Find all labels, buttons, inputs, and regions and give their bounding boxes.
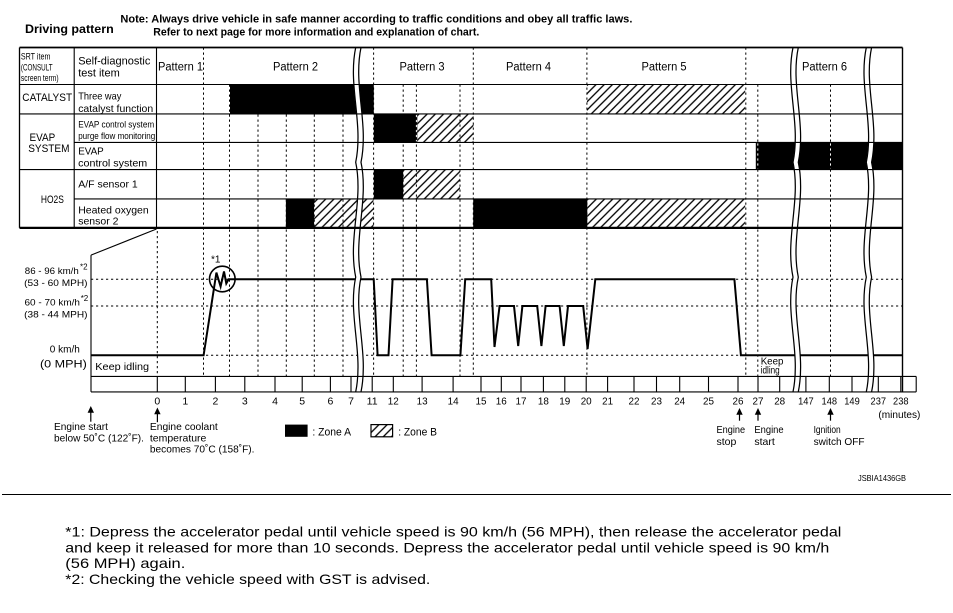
svg-text:HO2S: HO2S: [41, 194, 64, 206]
svg-text:19: 19: [559, 396, 570, 408]
svg-text:screen term): screen term): [21, 73, 59, 83]
svg-text:16: 16: [496, 396, 507, 408]
svg-text:Ignition: Ignition: [814, 424, 841, 436]
svg-text:purge flow monitoring: purge flow monitoring: [78, 131, 155, 141]
svg-text:SRT item: SRT item: [21, 52, 51, 62]
svg-text:0 km/h: 0 km/h: [50, 345, 80, 356]
svg-text:2: 2: [212, 396, 218, 408]
svg-text:: Zone A: : Zone A: [312, 426, 351, 438]
svg-text:Driving pattern: Driving pattern: [25, 24, 114, 36]
svg-text:12: 12: [388, 396, 399, 408]
svg-text:switch OFF: switch OFF: [814, 436, 865, 448]
svg-text:EVAP control system: EVAP control system: [78, 119, 154, 129]
svg-text:86 - 96 km/h: 86 - 96 km/h: [25, 266, 79, 277]
svg-text:14: 14: [448, 396, 459, 408]
svg-text:238: 238: [893, 396, 909, 408]
svg-text:Pattern 6: Pattern 6: [802, 62, 847, 74]
svg-text:149: 149: [844, 396, 860, 408]
svg-text:Engine coolant: Engine coolant: [150, 421, 218, 433]
svg-text:27: 27: [753, 396, 764, 408]
svg-text:1: 1: [182, 396, 188, 408]
svg-text:SYSTEM: SYSTEM: [28, 143, 69, 155]
svg-text:Note: Always drive vehicle in: Note: Always drive vehicle in safe manne…: [120, 14, 632, 26]
svg-text:*2: *2: [80, 262, 88, 271]
svg-text:6: 6: [327, 396, 333, 408]
svg-text:13: 13: [417, 396, 428, 408]
svg-text:Three way: Three way: [78, 91, 122, 103]
svg-text:Pattern 3: Pattern 3: [400, 62, 445, 74]
svg-text:Self-diagnostic: Self-diagnostic: [78, 56, 151, 68]
svg-text:temperature: temperature: [150, 433, 207, 445]
svg-text:becomes 70˚C (158˚F).: becomes 70˚C (158˚F).: [150, 444, 255, 456]
svg-text:(minutes): (minutes): [878, 409, 920, 421]
svg-text:147: 147: [798, 396, 814, 408]
svg-text:237: 237: [871, 396, 887, 408]
svg-text:below 50˚C (122˚F).: below 50˚C (122˚F).: [54, 433, 144, 445]
svg-text:3: 3: [242, 396, 248, 408]
svg-text:18: 18: [538, 396, 549, 408]
svg-text:*1: Depress the accelerator pe: *1: Depress the accelerator pedal until …: [65, 524, 841, 540]
svg-text:Keep idling: Keep idling: [95, 362, 149, 373]
svg-text:25: 25: [703, 396, 714, 408]
svg-text:EVAP: EVAP: [78, 146, 104, 158]
svg-text:stop: stop: [717, 436, 737, 448]
svg-text:11: 11: [367, 396, 378, 408]
svg-text:A/F sensor 1: A/F sensor 1: [78, 179, 138, 191]
svg-text:and keep it released for more: and keep it released for more than 10 se…: [65, 539, 829, 555]
svg-text:test item: test item: [78, 67, 120, 79]
svg-text:: Zone B: : Zone B: [398, 426, 437, 438]
svg-text:JSBIA1436GB: JSBIA1436GB: [858, 473, 906, 483]
svg-text:60 - 70 km/h: 60 - 70 km/h: [25, 298, 81, 309]
svg-text:Refer to next page for more in: Refer to next page for more information …: [153, 26, 479, 38]
svg-text:idling: idling: [761, 366, 780, 377]
svg-text:22: 22: [629, 396, 640, 408]
svg-text:23: 23: [651, 396, 662, 408]
svg-text:(38 - 44 MPH): (38 - 44 MPH): [24, 309, 87, 320]
svg-text:26: 26: [733, 396, 744, 408]
svg-text:control system: control system: [78, 157, 147, 169]
svg-text:5: 5: [299, 396, 305, 408]
svg-text:(56 MPH) again.: (56 MPH) again.: [65, 555, 185, 571]
svg-text:Engine: Engine: [754, 424, 783, 436]
svg-text:Pattern 5: Pattern 5: [642, 62, 687, 74]
svg-text:sensor 2: sensor 2: [78, 215, 118, 227]
svg-text:CATALYST: CATALYST: [22, 92, 72, 104]
svg-text:24: 24: [674, 396, 685, 408]
svg-text:Engine: Engine: [717, 424, 746, 436]
svg-text:(CONSULT: (CONSULT: [21, 62, 53, 72]
svg-text:4: 4: [272, 396, 278, 408]
svg-text:(0 MPH): (0 MPH): [40, 358, 87, 370]
svg-text:21: 21: [602, 396, 613, 408]
svg-text:Pattern 2: Pattern 2: [273, 62, 318, 74]
svg-text:*1: *1: [211, 254, 221, 265]
svg-text:Pattern 4: Pattern 4: [506, 62, 552, 74]
svg-text:0: 0: [154, 396, 160, 408]
svg-text:catalyst function: catalyst function: [78, 103, 153, 115]
svg-text:28: 28: [774, 396, 785, 408]
svg-text:Keep: Keep: [761, 357, 784, 368]
svg-text:Heated oxygen: Heated oxygen: [78, 205, 149, 217]
svg-text:148: 148: [822, 396, 838, 408]
svg-text:Engine start: Engine start: [54, 421, 108, 433]
svg-text:7: 7: [348, 396, 354, 408]
svg-text:*2: *2: [81, 294, 89, 303]
svg-text:EVAP: EVAP: [30, 132, 56, 144]
svg-text:Pattern 1: Pattern 1: [158, 62, 203, 74]
svg-text:*2: Checking the vehicle speed: *2: Checking the vehicle speed with GST …: [65, 571, 430, 587]
svg-text:20: 20: [581, 396, 592, 408]
svg-text:17: 17: [516, 396, 527, 408]
svg-text:start: start: [754, 436, 775, 448]
svg-text:(53 - 60 MPH): (53 - 60 MPH): [24, 278, 87, 289]
svg-text:15: 15: [476, 396, 487, 408]
